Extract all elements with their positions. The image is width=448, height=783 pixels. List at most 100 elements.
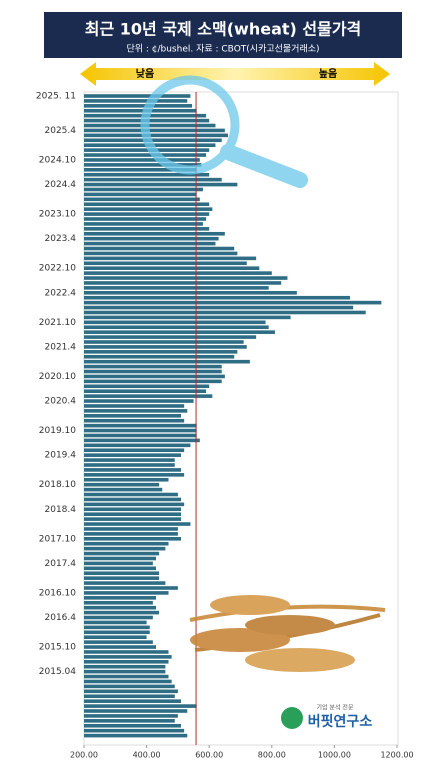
title-box — [44, 12, 402, 58]
logo-tagline: 기업 분석 전문 — [317, 704, 354, 712]
bar — [84, 414, 182, 418]
bar — [84, 276, 288, 280]
bar — [84, 138, 222, 143]
y-tick-label: 2016.4 — [45, 613, 77, 623]
bar — [84, 192, 197, 197]
bar — [84, 428, 197, 433]
bar — [84, 463, 175, 467]
bar — [84, 364, 222, 369]
bar — [84, 330, 275, 334]
bar — [84, 261, 247, 266]
bar — [84, 300, 382, 305]
bar — [84, 163, 202, 167]
bar — [84, 433, 197, 438]
bar — [84, 586, 178, 590]
bar — [84, 537, 182, 541]
bar — [84, 674, 169, 679]
bar — [84, 635, 147, 639]
bar — [84, 532, 178, 536]
bar — [84, 453, 182, 457]
x-tick-label: 600.00 — [195, 751, 223, 760]
y-tick-label: 2023.4 — [45, 234, 77, 244]
bar — [84, 625, 150, 630]
y-tick-label: 2019.4 — [45, 451, 77, 461]
bar — [84, 645, 156, 649]
y-tick-label: 2022.4 — [45, 288, 77, 298]
bar — [84, 320, 266, 325]
bar — [84, 359, 250, 364]
bar — [84, 286, 269, 290]
bar — [84, 315, 291, 320]
bar — [84, 709, 188, 713]
arrow-label: 높음 — [319, 68, 337, 80]
bar — [84, 153, 207, 157]
bar — [84, 94, 191, 98]
bar — [84, 438, 200, 443]
bar — [84, 423, 197, 428]
bar — [84, 551, 160, 556]
bar — [84, 517, 182, 521]
bar — [84, 546, 166, 551]
bar — [84, 212, 210, 216]
bar — [84, 507, 182, 512]
arrow — [80, 62, 390, 86]
bar — [84, 571, 160, 576]
bar — [84, 217, 207, 221]
bar — [84, 168, 197, 172]
bar — [84, 310, 366, 315]
bar — [84, 172, 210, 177]
y-tick-label: 2021.10 — [39, 318, 76, 328]
bar — [84, 581, 166, 585]
bar — [84, 704, 197, 708]
bar — [84, 389, 207, 393]
bar — [84, 541, 169, 546]
bar — [84, 251, 238, 256]
bar — [84, 655, 172, 659]
bar — [84, 615, 153, 620]
bar — [84, 600, 153, 605]
y-tick-label: 2024.4 — [45, 180, 77, 190]
bar — [84, 325, 269, 330]
bar — [84, 561, 153, 566]
logo-icon — [281, 707, 303, 729]
y-tick-label: 2018.4 — [45, 505, 77, 515]
magnifier — [140, 75, 308, 188]
bar — [84, 394, 213, 398]
bar — [84, 679, 172, 684]
bar — [84, 182, 238, 187]
bar — [84, 202, 210, 207]
bar — [84, 512, 182, 516]
bar — [84, 374, 225, 379]
bar — [84, 305, 354, 310]
bar — [84, 468, 182, 472]
bar — [84, 379, 222, 384]
bar — [84, 335, 257, 339]
bar — [84, 177, 222, 182]
bar — [84, 502, 185, 507]
bar — [84, 271, 272, 275]
bar — [84, 477, 169, 482]
bar — [84, 660, 169, 664]
bar — [84, 222, 203, 226]
bar — [84, 108, 197, 113]
y-tick-label: 2020.4 — [45, 397, 77, 407]
bar — [84, 418, 185, 423]
bar — [84, 404, 185, 408]
arrow-label: 낮음 — [136, 67, 154, 80]
bar — [84, 443, 191, 448]
bar — [84, 610, 160, 615]
bar — [84, 256, 257, 261]
subtitle: 단위 : ¢/bushel. 자료 : CBOT(시카고선물거래소) — [126, 44, 319, 55]
bar — [84, 148, 210, 152]
x-tick-label: 1000.00 — [318, 751, 351, 760]
bar — [84, 669, 166, 674]
y-tick-label: 2015.04 — [39, 667, 76, 677]
bar — [84, 728, 185, 733]
y-tick-label: 2025. 11 — [36, 92, 76, 102]
logo-name: 버핏연구소 — [308, 713, 373, 730]
bar — [84, 694, 175, 699]
bar — [84, 399, 194, 403]
bar — [84, 497, 182, 502]
bar — [84, 650, 169, 654]
